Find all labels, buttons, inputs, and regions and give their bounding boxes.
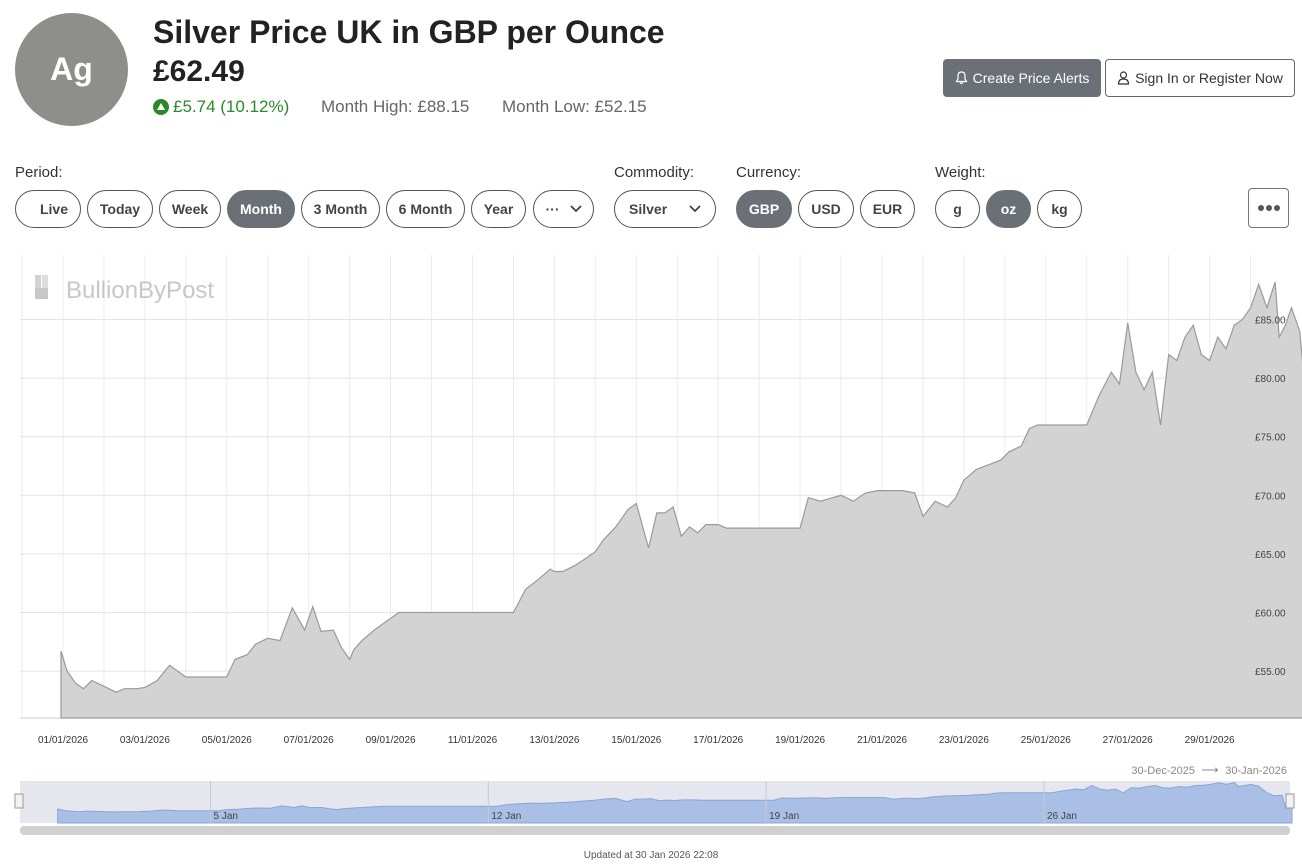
currency-gbp-button[interactable]: GBP — [736, 190, 792, 228]
avatar-label: Ag — [50, 51, 93, 87]
x-tick-label: 25/01/2026 — [1021, 735, 1071, 746]
period-label: Period: — [15, 164, 63, 181]
x-tick-label: 15/01/2026 — [611, 735, 661, 746]
navigator-scrollbar[interactable] — [20, 826, 1290, 835]
y-tick-label: £80.00 — [1255, 374, 1286, 385]
x-tick-label: 05/01/2026 — [202, 735, 252, 746]
x-tick-label: 21/01/2026 — [857, 735, 907, 746]
commodity-select[interactable]: Silver — [614, 190, 716, 228]
x-tick-label: 27/01/2026 — [1103, 735, 1153, 746]
x-tick-label: 11/01/2026 — [448, 735, 498, 746]
chevron-down-icon — [569, 205, 582, 213]
y-tick-label: £70.00 — [1255, 491, 1286, 502]
period-year-button[interactable]: Year — [471, 190, 526, 228]
period-6month-button[interactable]: 6 Month — [386, 190, 465, 228]
sign-in-label: Sign In or Register Now — [1135, 70, 1283, 86]
price-chart[interactable]: BullionByPost £55.00 £60.00 £65.00 £70.00 £7… — [0, 245, 1302, 845]
y-tick-label: £65.00 — [1255, 550, 1286, 561]
navigator-label: 5 Jan — [214, 811, 238, 822]
y-tick-label: £55.00 — [1255, 667, 1286, 678]
silver-avatar: Ag — [15, 13, 128, 126]
month-high: Month High: £88.15 — [321, 97, 470, 116]
create-price-alerts-label: Create Price Alerts — [972, 70, 1090, 86]
chevron-down-icon — [689, 205, 701, 213]
current-price: £62.49 — [153, 55, 245, 88]
page-title: Silver Price UK in GBP per Ounce — [153, 14, 665, 50]
price-change-value: £5.74 (10.12%) — [173, 97, 290, 116]
commodity-label: Commodity: — [614, 164, 695, 181]
navigator-series — [57, 781, 1293, 824]
navigator-label: 12 Jan — [491, 811, 521, 822]
navigator-right-handle[interactable] — [1285, 793, 1295, 809]
up-arrow-icon — [153, 99, 169, 115]
period-more-dropdown[interactable]: ··· — [533, 190, 594, 228]
x-tick-label: 03/01/2026 — [120, 735, 170, 746]
x-tick-label: 07/01/2026 — [284, 735, 334, 746]
period-more-label: ··· — [545, 201, 560, 217]
y-axis-labels: £55.00 £60.00 £65.00 £70.00 £75.00 £80.00 £85.… — [1255, 315, 1286, 678]
period-month-button[interactable]: Month — [227, 190, 295, 228]
range-end: 30-Jan-2026 — [1225, 765, 1287, 777]
updated-timestamp: Updated at 30 Jan 2026 22:08 — [583, 850, 719, 861]
y-tick-label: £85.00 — [1255, 315, 1286, 326]
commodity-value: Silver — [629, 201, 668, 217]
y-tick-label: £75.00 — [1255, 433, 1286, 444]
navigator-left-handle[interactable] — [14, 793, 24, 809]
period-week-button[interactable]: Week — [159, 190, 221, 228]
watermark-text: BullionByPost — [66, 277, 214, 304]
price-change: £5.74 (10.12%) — [153, 97, 289, 117]
x-tick-label: 23/01/2026 — [939, 735, 989, 746]
range-arrow: ⟶ — [1201, 763, 1218, 777]
navigator-label: 19 Jan — [769, 811, 799, 822]
currency-usd-button[interactable]: USD — [798, 190, 854, 228]
bell-icon — [955, 71, 968, 85]
sign-in-button[interactable]: Sign In or Register Now — [1105, 59, 1295, 97]
chart-navigator[interactable]: 5 Jan 12 Jan 19 Jan 26 Jan — [14, 781, 1295, 835]
weight-label: Weight: — [935, 164, 986, 181]
weight-oz-button[interactable]: oz — [986, 190, 1031, 228]
user-icon — [1117, 71, 1130, 85]
period-3month-button[interactable]: 3 Month — [301, 190, 380, 228]
x-tick-label: 13/01/2026 — [529, 735, 579, 746]
x-tick-label: 17/01/2026 — [693, 735, 743, 746]
more-options-button[interactable] — [1248, 188, 1289, 228]
bullionbypost-watermark: BullionByPost — [35, 275, 214, 304]
range-start: 30-Dec-2025 — [1131, 765, 1195, 777]
x-tick-label: 01/01/2026 — [38, 735, 88, 746]
navigator-dividers: 5 Jan 12 Jan 19 Jan 26 Jan — [210, 781, 1077, 823]
weight-g-button[interactable]: g — [935, 190, 980, 228]
x-axis-labels: 01/01/2026 03/01/2026 05/01/2026 07/01/2026… — [38, 735, 1235, 746]
range-label: 30-Dec-2025 ⟶ 30-Jan-2026 — [1131, 763, 1287, 777]
period-live-button[interactable]: Live — [15, 190, 81, 228]
month-low: Month Low: £52.15 — [502, 97, 647, 116]
price-area-series — [60, 281, 1302, 719]
create-price-alerts-button[interactable]: Create Price Alerts — [943, 59, 1101, 97]
ellipsis-icon — [1257, 205, 1280, 211]
x-tick-label: 29/01/2026 — [1185, 735, 1235, 746]
x-tick-label: 09/01/2026 — [366, 735, 416, 746]
navigator-label: 26 Jan — [1047, 811, 1077, 822]
currency-label: Currency: — [736, 164, 802, 181]
x-tick-label: 19/01/2026 — [775, 735, 825, 746]
y-tick-label: £60.00 — [1255, 609, 1286, 620]
weight-kg-button[interactable]: kg — [1037, 190, 1082, 228]
currency-eur-button[interactable]: EUR — [860, 190, 915, 228]
period-today-button[interactable]: Today — [87, 190, 153, 228]
